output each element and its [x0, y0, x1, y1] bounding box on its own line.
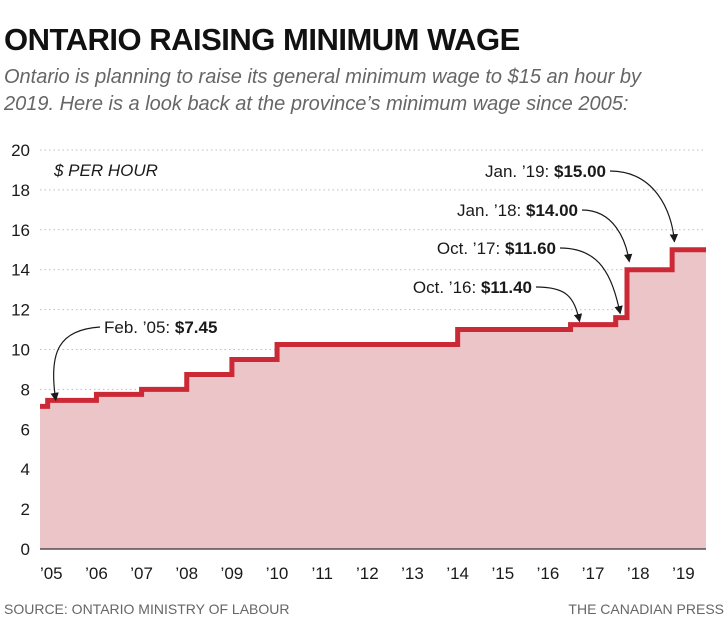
- x-tick-label: ’10: [266, 564, 289, 583]
- y-tick-label: 2: [21, 500, 30, 519]
- annotation-value: $7.45: [175, 318, 218, 337]
- chart-subtitle: Ontario is planning to raise its general…: [4, 66, 642, 115]
- x-tick-label: ’17: [582, 564, 605, 583]
- annotation-arrow: [609, 170, 679, 243]
- x-tick-label: ’09: [221, 564, 244, 583]
- annotation-label: Oct. ’17: $11.60: [437, 239, 556, 258]
- annotation-label: Jan. ’18: $14.00: [457, 201, 578, 220]
- annotation-3: Jan. ’18: $14.00: [457, 201, 633, 263]
- annotation-0: Feb. ’05: $7.45: [50, 318, 217, 402]
- x-tick-label: ’08: [175, 564, 198, 583]
- annotation-value: $11.60: [505, 239, 556, 258]
- x-tick-label: ’18: [627, 564, 650, 583]
- annotation-value: $15.00: [554, 162, 606, 181]
- y-tick-label: 20: [11, 141, 30, 160]
- y-tick-label: 16: [11, 221, 30, 240]
- wage-area-fill: [40, 249, 706, 549]
- y-tick-label: 8: [21, 380, 30, 399]
- area-layer: [40, 247, 706, 549]
- annotation-2: Oct. ’17: $11.60: [437, 239, 623, 315]
- x-tick-label: ’06: [85, 564, 108, 583]
- annotation-4: Jan. ’19: $15.00: [485, 162, 679, 243]
- x-tick-label: ’13: [401, 564, 424, 583]
- annotation-value: $14.00: [526, 201, 578, 220]
- y-tick-label: 18: [11, 181, 30, 200]
- source-note: SOURCE: ONTARIO MINISTRY OF LABOUR: [4, 601, 290, 617]
- y-tick-label: 0: [21, 540, 30, 559]
- y-tick-label: 14: [11, 261, 30, 280]
- annotation-arrow: [50, 326, 101, 402]
- annotation-label: Oct. ’16: $11.40: [413, 278, 532, 297]
- credit-note: THE CANADIAN PRESS: [568, 601, 724, 617]
- x-tick-label: ’12: [356, 564, 379, 583]
- annotation-date: Oct. ’17:: [437, 239, 505, 258]
- y-tick-label: 6: [21, 420, 30, 439]
- annotation-label: Feb. ’05: $7.45: [104, 318, 217, 337]
- annotation-arrow: [581, 209, 633, 263]
- annotation-label: Jan. ’19: $15.00: [485, 162, 606, 181]
- y-tick-label: 10: [11, 341, 30, 360]
- y-axis-label: $ PER HOUR: [53, 161, 158, 180]
- annotation-date: Feb. ’05:: [104, 318, 175, 337]
- annotation-value: $11.40: [481, 278, 532, 297]
- annotation-arrow: [535, 286, 583, 323]
- x-tick-label: ’15: [491, 564, 514, 583]
- x-tick-label: ’16: [537, 564, 560, 583]
- y-tick-label: 12: [11, 301, 30, 320]
- chart-title: ONTARIO RAISING MINIMUM WAGE: [4, 22, 520, 57]
- axis-layer: 0 2 4 6 8 10 12 14 16 18 20 ’05 ’06 ’07 ’08 ’09 ’10 ’11 ’1…: [11, 141, 706, 583]
- x-tick-label: ’11: [311, 564, 332, 583]
- annotation-date: Jan. ’19:: [485, 162, 554, 181]
- x-tick-label: ’19: [672, 564, 695, 583]
- wage-step-line: [40, 247, 706, 409]
- x-tick-label: ’14: [446, 564, 469, 583]
- x-tick-label: ’05: [40, 564, 63, 583]
- annotation-date: Jan. ’18:: [457, 201, 526, 220]
- annotation-arrow: [559, 247, 623, 315]
- y-tick-label: 4: [21, 460, 30, 479]
- annotation-layer: Feb. ’05: $7.45 Oct. ’16: $11.40 Oct. ’17:…: [50, 162, 679, 402]
- annotation-date: Oct. ’16:: [413, 278, 481, 297]
- annotation-1: Oct. ’16: $11.40: [413, 278, 583, 323]
- x-tick-label: ’07: [130, 564, 153, 583]
